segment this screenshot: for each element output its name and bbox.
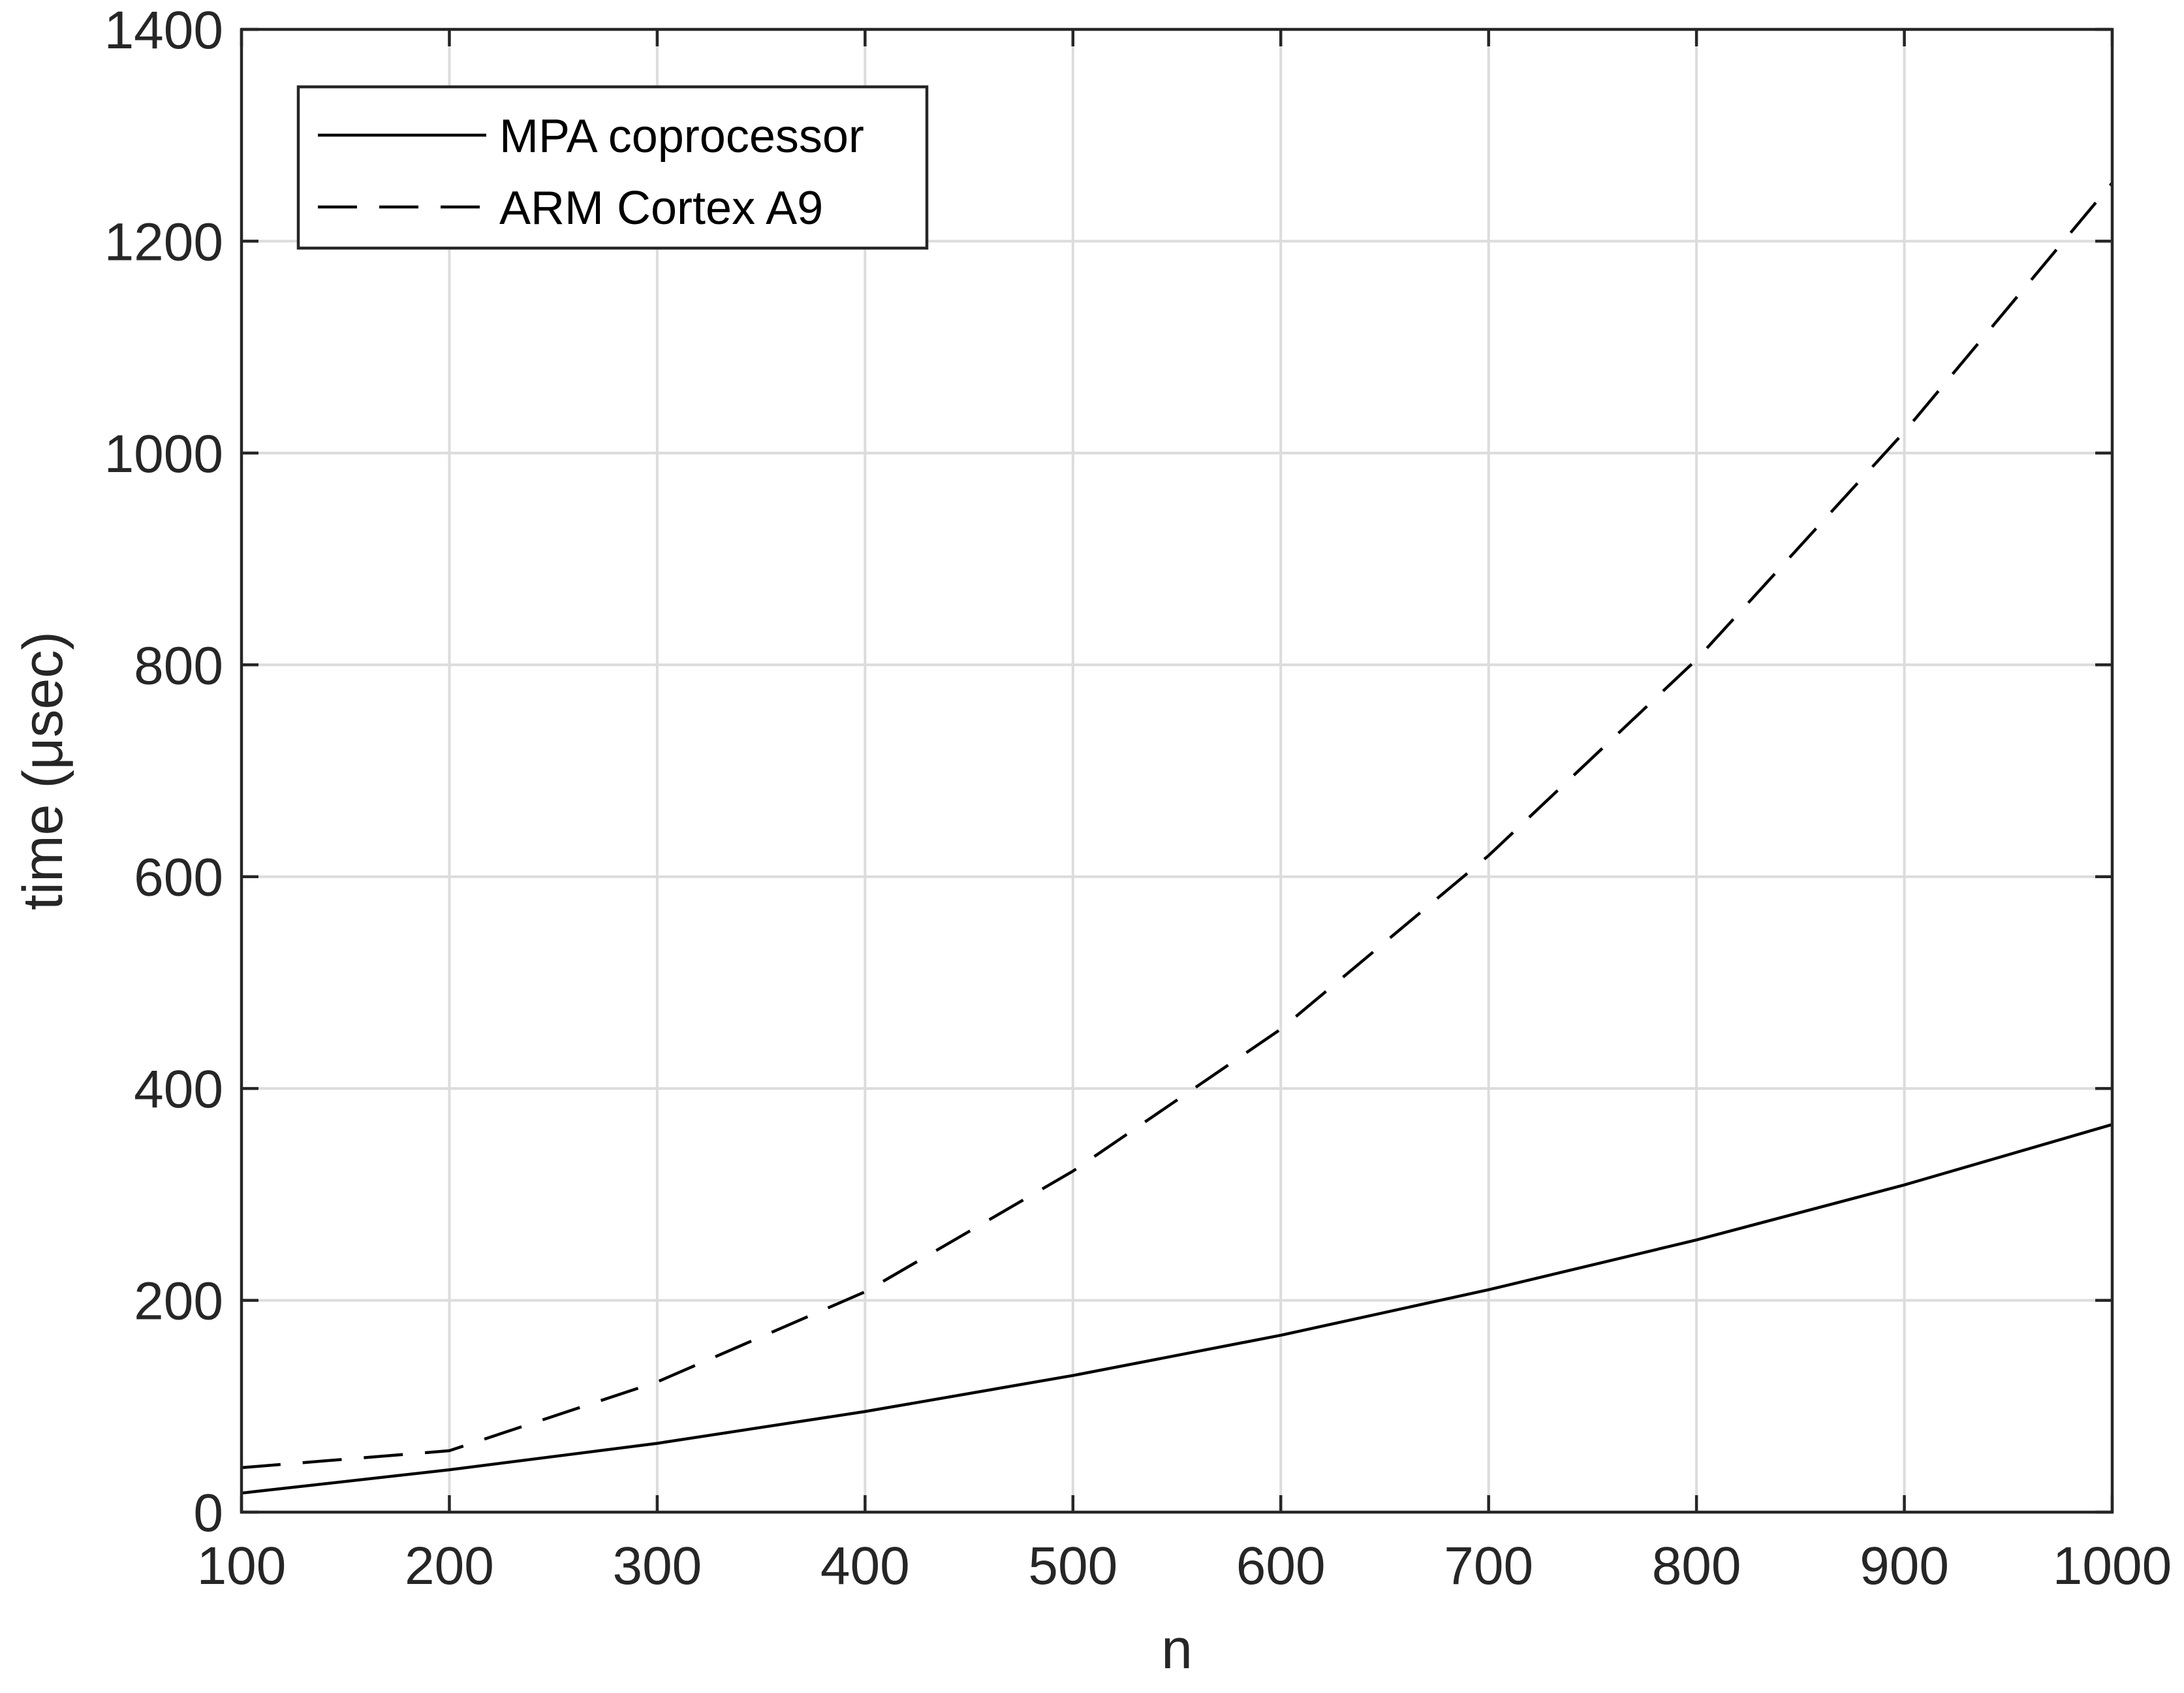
- x-tick-label: 700: [1444, 1536, 1533, 1596]
- x-axis-label: n: [1161, 1618, 1193, 1681]
- y-tick-label: 800: [134, 636, 223, 695]
- series-line-mpa-coprocessor: [241, 1123, 2113, 1495]
- tick-labels: 100 200 300 400 500 600 700 800 900 1000 0 200 400 60…: [104, 1, 2172, 1596]
- axes-box: [240, 27, 2114, 1514]
- y-tick-label: 1000: [104, 424, 223, 484]
- series-line-arm-cortex-a9: [241, 182, 2114, 1470]
- legend: MPA coprocessor ARM Cortex A9: [296, 85, 929, 250]
- series-layer: [241, 182, 2114, 1495]
- y-tick-label: 400: [134, 1060, 223, 1119]
- x-tick-label: 100: [197, 1536, 287, 1596]
- grid-lines: [242, 29, 2112, 1512]
- y-tick-label: 200: [134, 1272, 223, 1331]
- axes: [240, 27, 2114, 1514]
- legend-label: ARM Cortex A9: [499, 182, 823, 234]
- legend-label: MPA coprocessor: [499, 110, 864, 163]
- y-tick-label: 1400: [104, 1, 223, 60]
- y-tick-label: 1200: [104, 212, 223, 272]
- x-tick-label: 500: [1028, 1536, 1117, 1596]
- x-tick-label: 900: [1860, 1536, 1949, 1596]
- x-tick-label: 200: [405, 1536, 494, 1596]
- x-tick-label: 800: [1652, 1536, 1741, 1596]
- y-axis-label: time (μsec): [12, 631, 74, 910]
- y-tick-label: 0: [193, 1483, 223, 1543]
- x-tick-label: 1000: [2053, 1536, 2172, 1596]
- x-tick-label: 600: [1236, 1536, 1326, 1596]
- y-tick-label: 600: [134, 848, 223, 908]
- x-tick-label: 300: [612, 1536, 702, 1596]
- legend-box: [296, 85, 929, 250]
- x-tick-label: 400: [820, 1536, 910, 1596]
